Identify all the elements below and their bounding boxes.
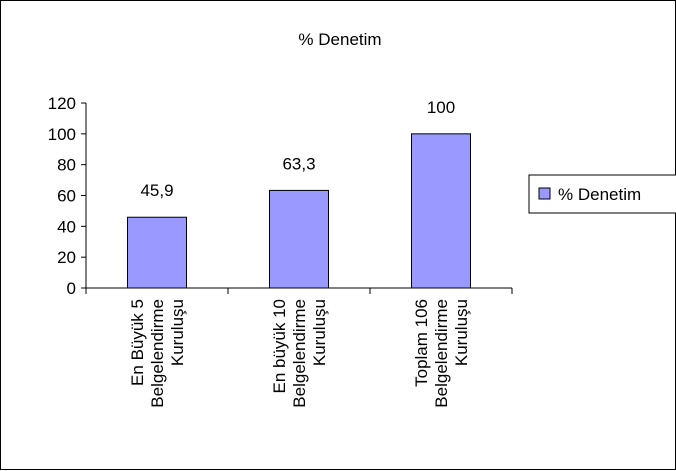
data-label: 63,3 xyxy=(282,154,315,173)
bar xyxy=(127,216,187,289)
bar xyxy=(269,189,329,289)
bar xyxy=(411,133,471,289)
x-category-label: Kuruluşu xyxy=(310,299,329,366)
legend-label: % Denetim xyxy=(558,185,641,204)
y-tick-label: 20 xyxy=(57,248,76,267)
y-tick-label: 60 xyxy=(57,187,76,206)
x-category-label: Belgelendirme xyxy=(432,299,451,408)
y-tick-label: 100 xyxy=(48,125,76,144)
chart-title: % Denetim xyxy=(298,30,381,49)
x-category-label: En Büyük 5 xyxy=(128,299,147,386)
x-category-label: Kuruluşu xyxy=(168,299,187,366)
x-category-label: Belgelendirme xyxy=(148,299,167,408)
legend-box xyxy=(528,174,676,214)
data-label: 45,9 xyxy=(140,181,173,200)
legend: % Denetim xyxy=(528,174,676,214)
legend-swatch xyxy=(538,187,551,200)
y-tick-label: 120 xyxy=(48,94,76,113)
data-label: 100 xyxy=(427,98,455,117)
x-category-label: Belgelendirme xyxy=(290,299,309,408)
y-tick-label: 0 xyxy=(67,279,76,298)
x-category-label: Toplam 106 xyxy=(412,299,431,387)
x-category-label: En büyük 10 xyxy=(270,299,289,394)
x-category-label: Kuruluşu xyxy=(452,299,471,366)
y-tick-label: 40 xyxy=(57,217,76,236)
y-tick-label: 80 xyxy=(57,156,76,175)
